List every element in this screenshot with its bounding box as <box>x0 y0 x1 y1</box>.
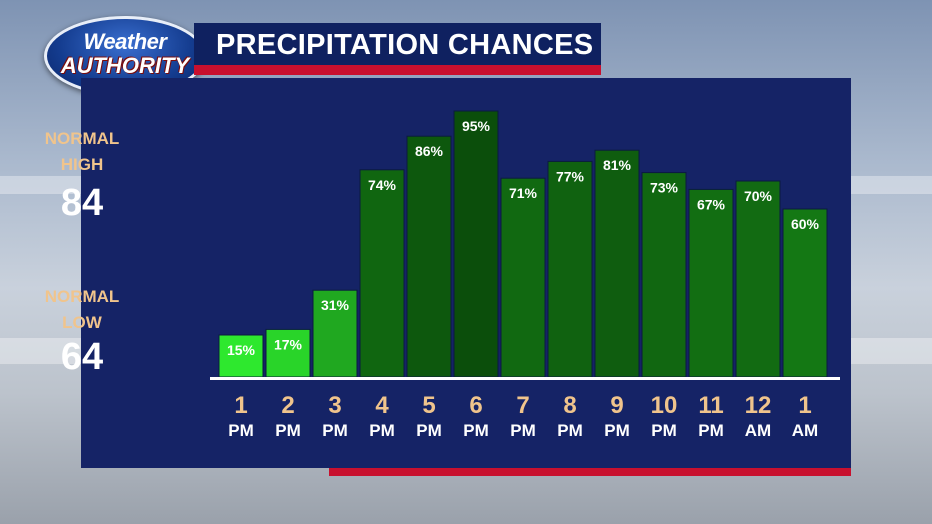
x-tick-ampm: PM <box>463 421 489 440</box>
x-tick-hour: 9 <box>610 392 623 419</box>
bar-value-label: 70% <box>744 188 773 204</box>
normal-low-label-1: NORMAL <box>44 287 120 306</box>
bar-value-label: 95% <box>462 118 491 134</box>
bar-8 <box>594 149 640 378</box>
x-tick-ampm: PM <box>228 421 254 440</box>
x-tick-hour: 10 <box>651 392 678 419</box>
x-tick-hour: 1 <box>798 392 811 419</box>
x-tick-ampm: PM <box>322 421 348 440</box>
bar-0 <box>218 334 264 378</box>
bar-value-label: 73% <box>650 180 679 196</box>
normal-high-label-2: HIGH <box>60 155 104 174</box>
bar-2 <box>312 289 358 378</box>
x-tick-hour: 6 <box>469 392 482 419</box>
x-tick-ampm: PM <box>369 421 395 440</box>
bar-value-label: 86% <box>415 143 444 159</box>
bar-value-label: 31% <box>321 297 350 313</box>
bar-9 <box>641 172 687 378</box>
chart-baseline <box>210 377 840 380</box>
bar-3 <box>359 169 405 378</box>
x-tick-hour: 8 <box>563 392 576 419</box>
x-tick-hour: 3 <box>328 392 341 419</box>
normal-high-value: 84 <box>60 182 104 224</box>
x-tick-hour: 11 <box>698 392 723 419</box>
page-title: PRECIPITATION CHANCES <box>216 29 594 61</box>
x-tick-hour: 12 <box>745 392 772 419</box>
x-tick-ampm: AM <box>792 421 818 440</box>
bar-4 <box>406 135 452 378</box>
x-tick-ampm: PM <box>604 421 630 440</box>
bar-1 <box>265 328 311 378</box>
bar-value-label: 60% <box>791 216 820 232</box>
normal-high-label-1: NORMAL <box>44 129 120 148</box>
bar-value-label: 67% <box>697 196 726 212</box>
bottom-accent-bar <box>329 468 851 476</box>
bar-5 <box>453 110 499 378</box>
logo-line-2: AUTHORITY <box>60 53 190 78</box>
bar-11 <box>735 180 781 378</box>
x-tick-ampm: AM <box>745 421 771 440</box>
x-tick-ampm: PM <box>651 421 677 440</box>
x-tick-ampm: PM <box>557 421 583 440</box>
x-tick-hour: 4 <box>375 392 389 419</box>
logo-line-1: Weather <box>83 29 167 54</box>
bar-value-label: 77% <box>556 168 585 184</box>
normal-low-label-2: LOW <box>62 313 102 332</box>
x-tick-hour: 5 <box>422 392 435 419</box>
normal-low-value: 64 <box>60 336 104 378</box>
title-accent-bar <box>194 65 601 75</box>
x-tick-ampm: PM <box>275 421 301 440</box>
bar-7 <box>547 160 593 378</box>
x-tick-hour: 1 <box>234 392 247 419</box>
bar-value-label: 71% <box>509 185 538 201</box>
x-tick-ampm: PM <box>510 421 536 440</box>
weather-authority-logo: Weather AUTHORITY <box>44 16 206 96</box>
bar-value-label: 81% <box>603 157 632 173</box>
bar-value-label: 17% <box>274 336 303 352</box>
bar-12 <box>782 208 828 378</box>
bar-6 <box>500 177 546 378</box>
x-tick-hour: 7 <box>516 392 529 419</box>
bar-value-label: 74% <box>368 177 397 193</box>
bar-value-label: 15% <box>227 342 256 358</box>
bar-10 <box>688 188 734 378</box>
x-tick-ampm: PM <box>698 421 724 440</box>
x-tick-hour: 2 <box>281 392 294 419</box>
x-tick-ampm: PM <box>416 421 442 440</box>
title-bar: PRECIPITATION CHANCES <box>194 23 601 65</box>
